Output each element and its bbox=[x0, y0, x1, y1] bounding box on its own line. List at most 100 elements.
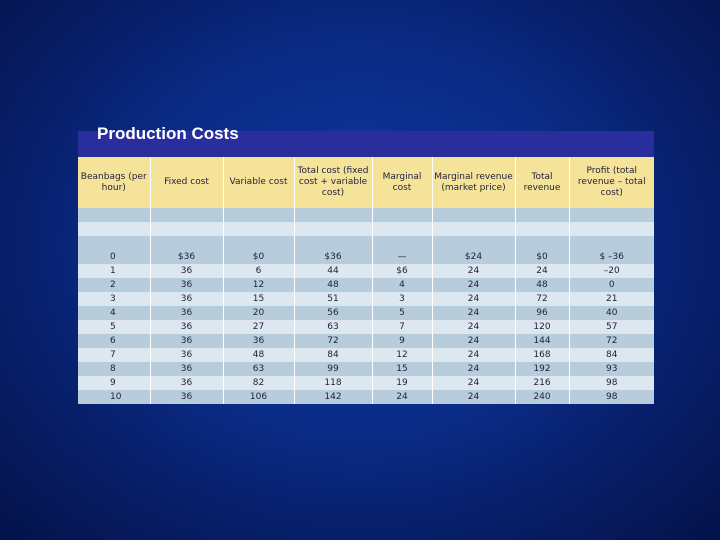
beanbags-cell: 5 bbox=[78, 320, 150, 334]
column-header: Total cost (fixed cost + variable cost) bbox=[293, 157, 372, 208]
total-revenue-cell: 192 bbox=[514, 362, 569, 376]
profit-cell: 57 bbox=[568, 320, 654, 334]
total-cost-cell: 48 bbox=[293, 278, 372, 292]
spacer-row bbox=[78, 236, 654, 250]
fixed-cost-cell: 36 bbox=[149, 334, 223, 348]
column-header: Marginal revenue (market price) bbox=[431, 157, 515, 208]
total-revenue-cell: $0 bbox=[514, 250, 569, 264]
total-cost-cell: 44 bbox=[293, 264, 372, 278]
marginal-revenue-cell: 24 bbox=[431, 278, 515, 292]
marginal-cost-cell: 9 bbox=[371, 334, 432, 348]
beanbags-cell: 0 bbox=[78, 250, 150, 264]
table-row: 9 36 82 118 19 24 216 98 bbox=[78, 376, 654, 390]
total-revenue-cell: 216 bbox=[514, 376, 569, 390]
marginal-revenue-cell: 24 bbox=[431, 320, 515, 334]
marginal-cost-cell: $6 bbox=[371, 264, 432, 278]
column-header: Beanbags (per hour) bbox=[78, 157, 150, 208]
column-header: Total revenue bbox=[514, 157, 569, 208]
profit-cell: 93 bbox=[568, 362, 654, 376]
marginal-cost-cell: — bbox=[371, 250, 432, 264]
column-header: Profit (total revenue – total cost) bbox=[568, 157, 654, 208]
marginal-cost-cell: 15 bbox=[371, 362, 432, 376]
table-row: 4 36 20 56 5 24 96 40 bbox=[78, 306, 654, 320]
table-row: 8 36 63 99 15 24 192 93 bbox=[78, 362, 654, 376]
total-cost-cell: 63 bbox=[293, 320, 372, 334]
total-cost-cell: 72 bbox=[293, 334, 372, 348]
variable-cost-cell: 36 bbox=[222, 334, 294, 348]
marginal-revenue-cell: 24 bbox=[431, 306, 515, 320]
marginal-revenue-cell: 24 bbox=[431, 390, 515, 404]
fixed-cost-cell: 36 bbox=[149, 306, 223, 320]
variable-cost-cell: $0 bbox=[222, 250, 294, 264]
variable-cost-cell: 106 bbox=[222, 390, 294, 404]
profit-cell: –20 bbox=[568, 264, 654, 278]
column-header: Variable cost bbox=[222, 157, 294, 208]
variable-cost-cell: 27 bbox=[222, 320, 294, 334]
beanbags-cell: 4 bbox=[78, 306, 150, 320]
marginal-cost-cell: 3 bbox=[371, 292, 432, 306]
fixed-cost-cell: 36 bbox=[149, 264, 223, 278]
total-revenue-cell: 240 bbox=[514, 390, 569, 404]
marginal-revenue-cell: 24 bbox=[431, 362, 515, 376]
table-spacer bbox=[78, 208, 654, 250]
total-cost-cell: 51 bbox=[293, 292, 372, 306]
total-cost-cell: 118 bbox=[293, 376, 372, 390]
title-bar bbox=[78, 131, 654, 157]
beanbags-cell: 3 bbox=[78, 292, 150, 306]
total-cost-cell: 142 bbox=[293, 390, 372, 404]
beanbags-cell: 10 bbox=[78, 390, 150, 404]
marginal-revenue-cell: $24 bbox=[431, 250, 515, 264]
fixed-cost-cell: 36 bbox=[149, 292, 223, 306]
marginal-cost-cell: 4 bbox=[371, 278, 432, 292]
beanbags-cell: 7 bbox=[78, 348, 150, 362]
column-header: Marginal cost bbox=[371, 157, 432, 208]
profit-cell: 84 bbox=[568, 348, 654, 362]
table-row: 10 36 106 142 24 24 240 98 bbox=[78, 390, 654, 404]
slide-title: Production Costs bbox=[97, 124, 239, 143]
total-cost-cell: 56 bbox=[293, 306, 372, 320]
table-row: 7 36 48 84 12 24 168 84 bbox=[78, 348, 654, 362]
beanbags-cell: 9 bbox=[78, 376, 150, 390]
table-row: 6 36 36 72 9 24 144 72 bbox=[78, 334, 654, 348]
marginal-cost-cell: 24 bbox=[371, 390, 432, 404]
fixed-cost-cell: 36 bbox=[149, 348, 223, 362]
total-cost-cell: 84 bbox=[293, 348, 372, 362]
fixed-cost-cell: 36 bbox=[149, 376, 223, 390]
fixed-cost-cell: $36 bbox=[149, 250, 223, 264]
fixed-cost-cell: 36 bbox=[149, 390, 223, 404]
profit-cell: 40 bbox=[568, 306, 654, 320]
total-revenue-cell: 72 bbox=[514, 292, 569, 306]
beanbags-cell: 8 bbox=[78, 362, 150, 376]
variable-cost-cell: 63 bbox=[222, 362, 294, 376]
profit-cell: 72 bbox=[568, 334, 654, 348]
table-body: 0 $36 $0 $36 — $24 $0 $ –36 1 36 6 44 $6… bbox=[78, 250, 654, 404]
fixed-cost-cell: 36 bbox=[149, 278, 223, 292]
profit-cell: 0 bbox=[568, 278, 654, 292]
profit-cell: $ –36 bbox=[568, 250, 654, 264]
marginal-revenue-cell: 24 bbox=[431, 292, 515, 306]
marginal-revenue-cell: 24 bbox=[431, 376, 515, 390]
variable-cost-cell: 6 bbox=[222, 264, 294, 278]
column-header: Fixed cost bbox=[149, 157, 223, 208]
beanbags-cell: 1 bbox=[78, 264, 150, 278]
variable-cost-cell: 48 bbox=[222, 348, 294, 362]
total-revenue-cell: 48 bbox=[514, 278, 569, 292]
spacer-row bbox=[78, 222, 654, 236]
total-cost-cell: 99 bbox=[293, 362, 372, 376]
total-revenue-cell: 96 bbox=[514, 306, 569, 320]
profit-cell: 98 bbox=[568, 376, 654, 390]
beanbags-cell: 6 bbox=[78, 334, 150, 348]
beanbags-cell: 2 bbox=[78, 278, 150, 292]
variable-cost-cell: 12 bbox=[222, 278, 294, 292]
fixed-cost-cell: 36 bbox=[149, 362, 223, 376]
marginal-cost-cell: 5 bbox=[371, 306, 432, 320]
marginal-cost-cell: 12 bbox=[371, 348, 432, 362]
table-row: 5 36 27 63 7 24 120 57 bbox=[78, 320, 654, 334]
fixed-cost-cell: 36 bbox=[149, 320, 223, 334]
profit-cell: 98 bbox=[568, 390, 654, 404]
marginal-revenue-cell: 24 bbox=[431, 334, 515, 348]
total-revenue-cell: 120 bbox=[514, 320, 569, 334]
table-row: 0 $36 $0 $36 — $24 $0 $ –36 bbox=[78, 250, 654, 264]
spacer-row bbox=[78, 208, 654, 222]
variable-cost-cell: 20 bbox=[222, 306, 294, 320]
